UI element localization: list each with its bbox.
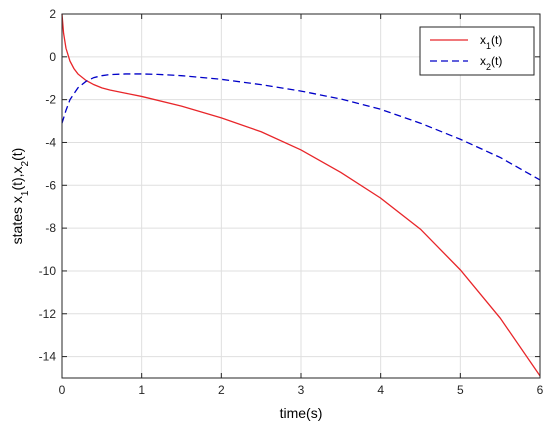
series-line-2	[61, 73, 541, 181]
series-line-1	[61, 13, 541, 377]
x-tick-label: 6	[537, 383, 544, 397]
x-tick-label: 3	[298, 383, 305, 397]
y-tick-label: -4	[45, 135, 56, 149]
y-tick-label: -10	[39, 264, 57, 278]
y-tick-label: -12	[39, 307, 57, 321]
y-tick-label: 2	[49, 7, 56, 21]
series-layer	[61, 13, 541, 377]
x-tick-label: 2	[218, 383, 225, 397]
x-tick-label: 4	[377, 383, 384, 397]
axis-ticks: 0 1 2 3 4 5 6 2 0 -2 -4 -6 -8 -10 -12 -14	[39, 7, 544, 397]
x-axis-title: time(s)	[280, 405, 323, 421]
x-tick-label: 5	[457, 383, 464, 397]
legend: x1(t) x2(t)	[419, 26, 535, 76]
y-tick-label: -2	[45, 93, 56, 107]
legend-label-1: x1(t)	[480, 33, 502, 51]
x-tick-label: 1	[138, 383, 145, 397]
legend-label-2: x2(t)	[480, 54, 502, 72]
legend-box	[419, 26, 535, 76]
y-axis-title: states x1(t),x2(t)	[9, 148, 31, 245]
y-tick-label: -6	[45, 178, 56, 192]
y-tick-label: 0	[49, 50, 56, 64]
x-tick-label: 0	[59, 383, 66, 397]
y-tick-label: -8	[45, 221, 56, 235]
y-tick-label: -14	[39, 350, 57, 364]
